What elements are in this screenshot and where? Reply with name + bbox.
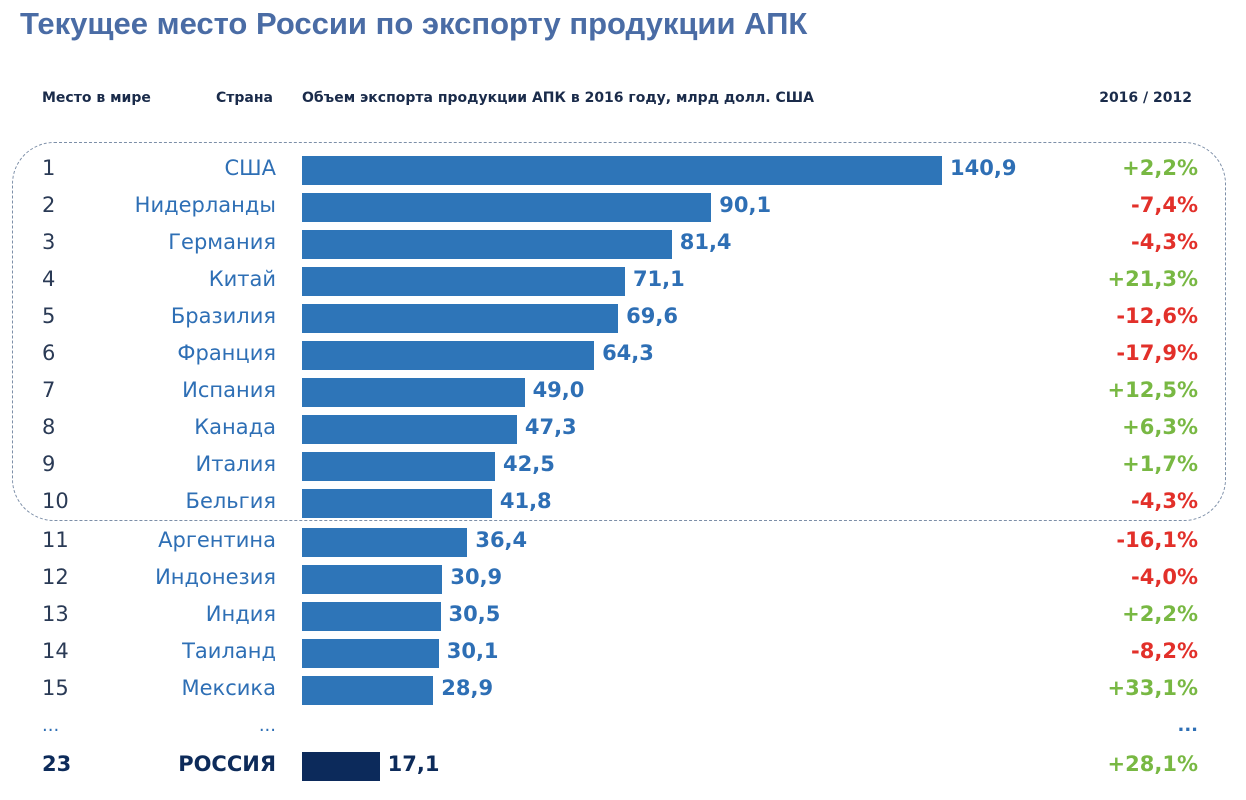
value-label: 71,1	[632, 267, 685, 291]
bar	[302, 193, 712, 222]
value-label: 49,0	[532, 378, 585, 402]
country-label: США	[224, 156, 277, 180]
change-label: -16,1%	[1116, 528, 1198, 552]
change-label: +2,2%	[1122, 602, 1198, 626]
country-label: Индонезия	[155, 565, 276, 589]
country-label: Бельгия	[185, 489, 276, 513]
page-title: Текущее место России по экспорту продукц…	[20, 6, 808, 41]
value-label: 17,1	[387, 752, 440, 776]
header-value: Объем экспорта продукции АПК в 2016 году…	[302, 90, 814, 106]
bar	[302, 156, 942, 185]
bar	[302, 415, 517, 444]
country-label: Канада	[194, 415, 276, 439]
change-label: -4,3%	[1131, 230, 1198, 254]
change-label: -17,9%	[1116, 341, 1198, 365]
value-label: 64,3	[602, 341, 654, 365]
bar	[302, 230, 672, 259]
country-label: Нидерланды	[134, 193, 276, 217]
bar	[302, 304, 619, 333]
bar	[302, 489, 492, 518]
value-label: 42,5	[503, 452, 555, 476]
value-label: 140,9	[950, 156, 1017, 180]
country-label: Китай	[208, 267, 276, 291]
bar	[302, 452, 496, 481]
change-label: -4,3%	[1131, 489, 1198, 513]
country-label: РОССИЯ	[178, 752, 276, 776]
value-label: 81,4	[679, 230, 732, 254]
bar	[302, 752, 380, 781]
change-label: +12,5%	[1107, 378, 1198, 402]
rank-label: 11	[42, 528, 69, 552]
country-label: Испания	[182, 378, 276, 402]
change-label: -4,0%	[1131, 565, 1198, 589]
country-label: Франция	[177, 341, 276, 365]
rank-label: 12	[42, 565, 69, 589]
rank-label: 6	[42, 341, 56, 365]
top10-highlight-frame	[12, 142, 1226, 521]
value-label: 30,5	[448, 602, 501, 626]
rank-label: 10	[42, 489, 69, 513]
change-label: +28,1%	[1107, 752, 1198, 776]
country-label: Бразилия	[170, 304, 276, 328]
country-label: Таиланд	[182, 639, 276, 663]
rank-label: 14	[42, 639, 69, 663]
country-label: Аргентина	[158, 528, 276, 552]
header-rank: Место в мире	[42, 90, 151, 106]
value-label: 28,9	[441, 676, 494, 700]
rank-label: 7	[42, 378, 56, 402]
bar	[302, 528, 468, 557]
header-country: Страна	[216, 90, 273, 106]
bar	[302, 378, 525, 407]
rank-label: 2	[42, 193, 56, 217]
rank-label: 4	[42, 267, 56, 291]
country-label: Мексика	[181, 676, 276, 700]
change-label: -7,4%	[1131, 193, 1198, 217]
change-label: +6,3%	[1122, 415, 1198, 439]
rank-label: 1	[42, 156, 56, 180]
country-label: Индия	[205, 602, 276, 626]
change-label: +33,1%	[1107, 676, 1198, 700]
country-label: Италия	[195, 452, 276, 476]
rank-label: 13	[42, 602, 69, 626]
value-label: 69,6	[626, 304, 678, 328]
change-label: +21,3%	[1107, 267, 1198, 291]
ellipsis: ...	[258, 715, 276, 736]
change-label: +2,2%	[1122, 156, 1198, 180]
rank-label: 15	[42, 676, 69, 700]
value-label: 30,9	[450, 565, 503, 589]
change-label: +1,7%	[1122, 452, 1198, 476]
bar	[302, 267, 625, 296]
rank-label: 3	[42, 230, 56, 254]
ellipsis: ...	[1177, 715, 1198, 736]
bar	[302, 341, 595, 370]
change-label: -12,6%	[1116, 304, 1198, 328]
change-label: -8,2%	[1131, 639, 1198, 663]
value-label: 41,8	[499, 489, 552, 513]
ellipsis: ...	[42, 715, 60, 736]
rank-label: 8	[42, 415, 56, 439]
rank-label: 5	[42, 304, 56, 328]
value-label: 90,1	[719, 193, 772, 217]
bar	[302, 602, 441, 631]
value-label: 36,4	[475, 528, 528, 552]
bar	[302, 676, 434, 705]
country-label: Германия	[168, 230, 276, 254]
header-change: 2016 / 2012	[1099, 90, 1192, 106]
value-label: 47,3	[524, 415, 577, 439]
bar	[302, 639, 439, 668]
bar	[302, 565, 443, 594]
value-label: 30,1	[446, 639, 499, 663]
rank-label: 9	[42, 452, 56, 476]
rank-label: 23	[42, 752, 72, 776]
